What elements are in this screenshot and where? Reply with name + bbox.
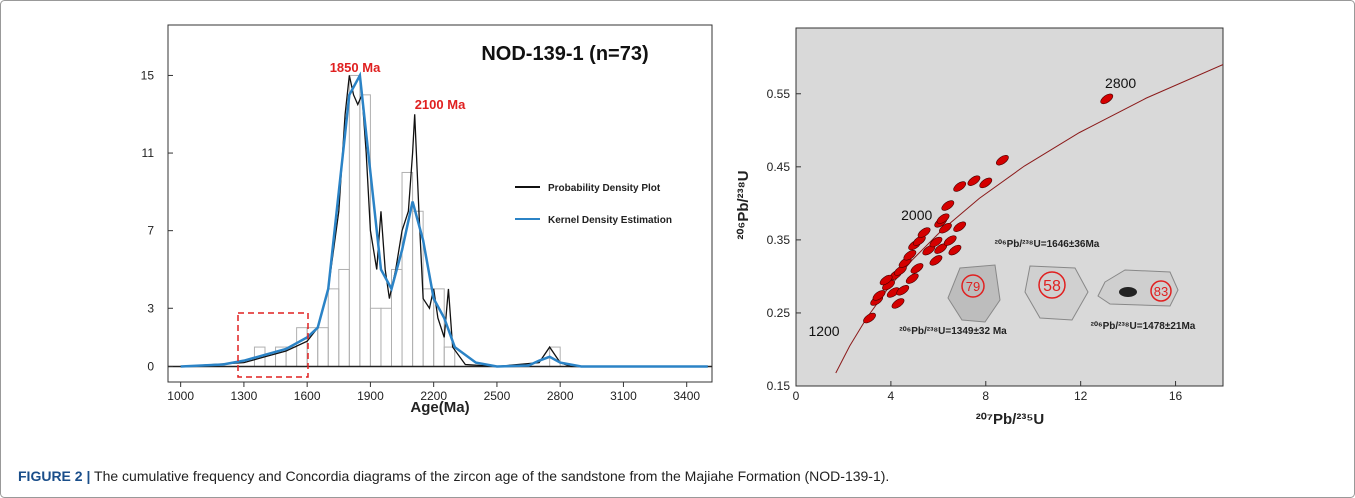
- data-ellipse: [891, 298, 905, 309]
- zircon-grain: [947, 264, 1001, 323]
- age-label: 2000: [901, 207, 932, 223]
- density-line: [180, 71, 708, 368]
- y-tick-label: 0.45: [767, 160, 791, 174]
- data-ellipse: [872, 290, 886, 301]
- x-axis-label: ²⁰⁷Pb/²³⁵U: [976, 411, 1044, 428]
- data-ellipse: [863, 312, 876, 324]
- x-tick-label: 0: [793, 389, 800, 403]
- data-ellipse: [953, 181, 967, 192]
- spot: [1150, 280, 1172, 302]
- data-ellipse: [939, 222, 952, 234]
- data-ellipse: [929, 255, 943, 266]
- data-ellipse: [910, 263, 924, 274]
- legend-label: Probability Density Plot: [548, 183, 661, 194]
- x-tick-label: 3100: [610, 389, 637, 403]
- y-tick-label: 7: [147, 224, 154, 238]
- data-ellipse: [896, 285, 910, 296]
- data-ellipse: [936, 213, 950, 224]
- data-ellipse: [879, 274, 893, 286]
- spot: [1038, 271, 1066, 299]
- data-ellipse: [953, 221, 967, 232]
- x-tick-label: 1300: [231, 389, 258, 403]
- data-ellipse: [894, 265, 907, 276]
- y-tick-label: 0.55: [767, 87, 791, 101]
- data-ellipse: [917, 227, 931, 238]
- data-ellipse: [979, 177, 993, 189]
- inset-age: ²⁰⁶Pb/²³⁸U=1349±32 Ma: [899, 326, 1007, 337]
- data-ellipse: [1100, 93, 1114, 105]
- y-tick-label: 3: [147, 301, 154, 315]
- x-tick-label: 8: [982, 389, 989, 403]
- data-ellipse: [967, 175, 981, 186]
- data-ellipse: [941, 200, 955, 211]
- x-tick-label: 12: [1074, 389, 1088, 403]
- y-tick-label: 0.15: [767, 379, 791, 393]
- inset-age: ²⁰⁶Pb/²³⁸U=1478±21Ma: [1091, 321, 1196, 332]
- x-tick-label: 2800: [547, 389, 574, 403]
- data-ellipse: [948, 244, 962, 256]
- plot-area: [795, 27, 1224, 387]
- y-axis-label: ²⁰⁶Pb/²³⁸U: [735, 170, 752, 239]
- legend-label: Kernel Density Estimation: [548, 215, 672, 226]
- plot-area: [167, 24, 713, 383]
- y-tick-label: 0.35: [767, 233, 791, 247]
- grain-label: 79: [966, 279, 980, 294]
- x-axis-label: Age(Ma): [410, 399, 469, 416]
- spot: [961, 274, 985, 298]
- x-tick-label: 2200: [420, 389, 447, 403]
- peak-label: 2100 Ma: [415, 97, 466, 112]
- inset-age: ²⁰⁶Pb/²³⁸U=1646±36Ma: [995, 239, 1100, 250]
- y-tick-label: 0: [147, 359, 154, 373]
- grain-label: 58: [1043, 278, 1061, 295]
- data-ellipse: [996, 155, 1009, 166]
- data-ellipse: [943, 235, 957, 246]
- data-ellipse: [903, 249, 917, 261]
- caption-text: The cumulative frequency and Concordia d…: [94, 468, 890, 484]
- data-ellipse: [929, 236, 943, 248]
- zircon-grain: [1097, 269, 1179, 307]
- x-tick-label: 1900: [357, 389, 384, 403]
- age-label: 1200: [808, 323, 839, 339]
- zircon-insets: 79 ²⁰⁶Pb/²³⁸U=1349±32 Ma 58 ²⁰⁶Pb/²³⁸U=1…: [899, 239, 1196, 337]
- x-tick-label: 1000: [167, 389, 194, 403]
- caption-label: FIGURE 2 |: [18, 468, 91, 484]
- caption: FIGURE 2 | The cumulative frequency and …: [18, 468, 889, 484]
- data-ellipse: [905, 273, 919, 284]
- highlight-box: [237, 312, 309, 378]
- y-tick-label: 11: [142, 146, 155, 160]
- x-tick-label: 3400: [673, 389, 700, 403]
- x-tick-label: 1600: [294, 389, 321, 403]
- data-ellipse: [912, 235, 926, 246]
- peak-label: 1850 Ma: [330, 60, 381, 75]
- y-tick-label: 15: [141, 68, 155, 82]
- x-tick-label: 4: [888, 389, 895, 403]
- y-tick-label: 0.25: [767, 306, 791, 320]
- x-tick-label: 2500: [484, 389, 511, 403]
- age-label: 2800: [1105, 75, 1136, 91]
- chart-title: NOD-139-1 (n=73): [481, 43, 648, 65]
- inclusion: [1119, 287, 1137, 297]
- grain-label: 83: [1154, 284, 1168, 299]
- x-tick-label: 16: [1169, 389, 1183, 403]
